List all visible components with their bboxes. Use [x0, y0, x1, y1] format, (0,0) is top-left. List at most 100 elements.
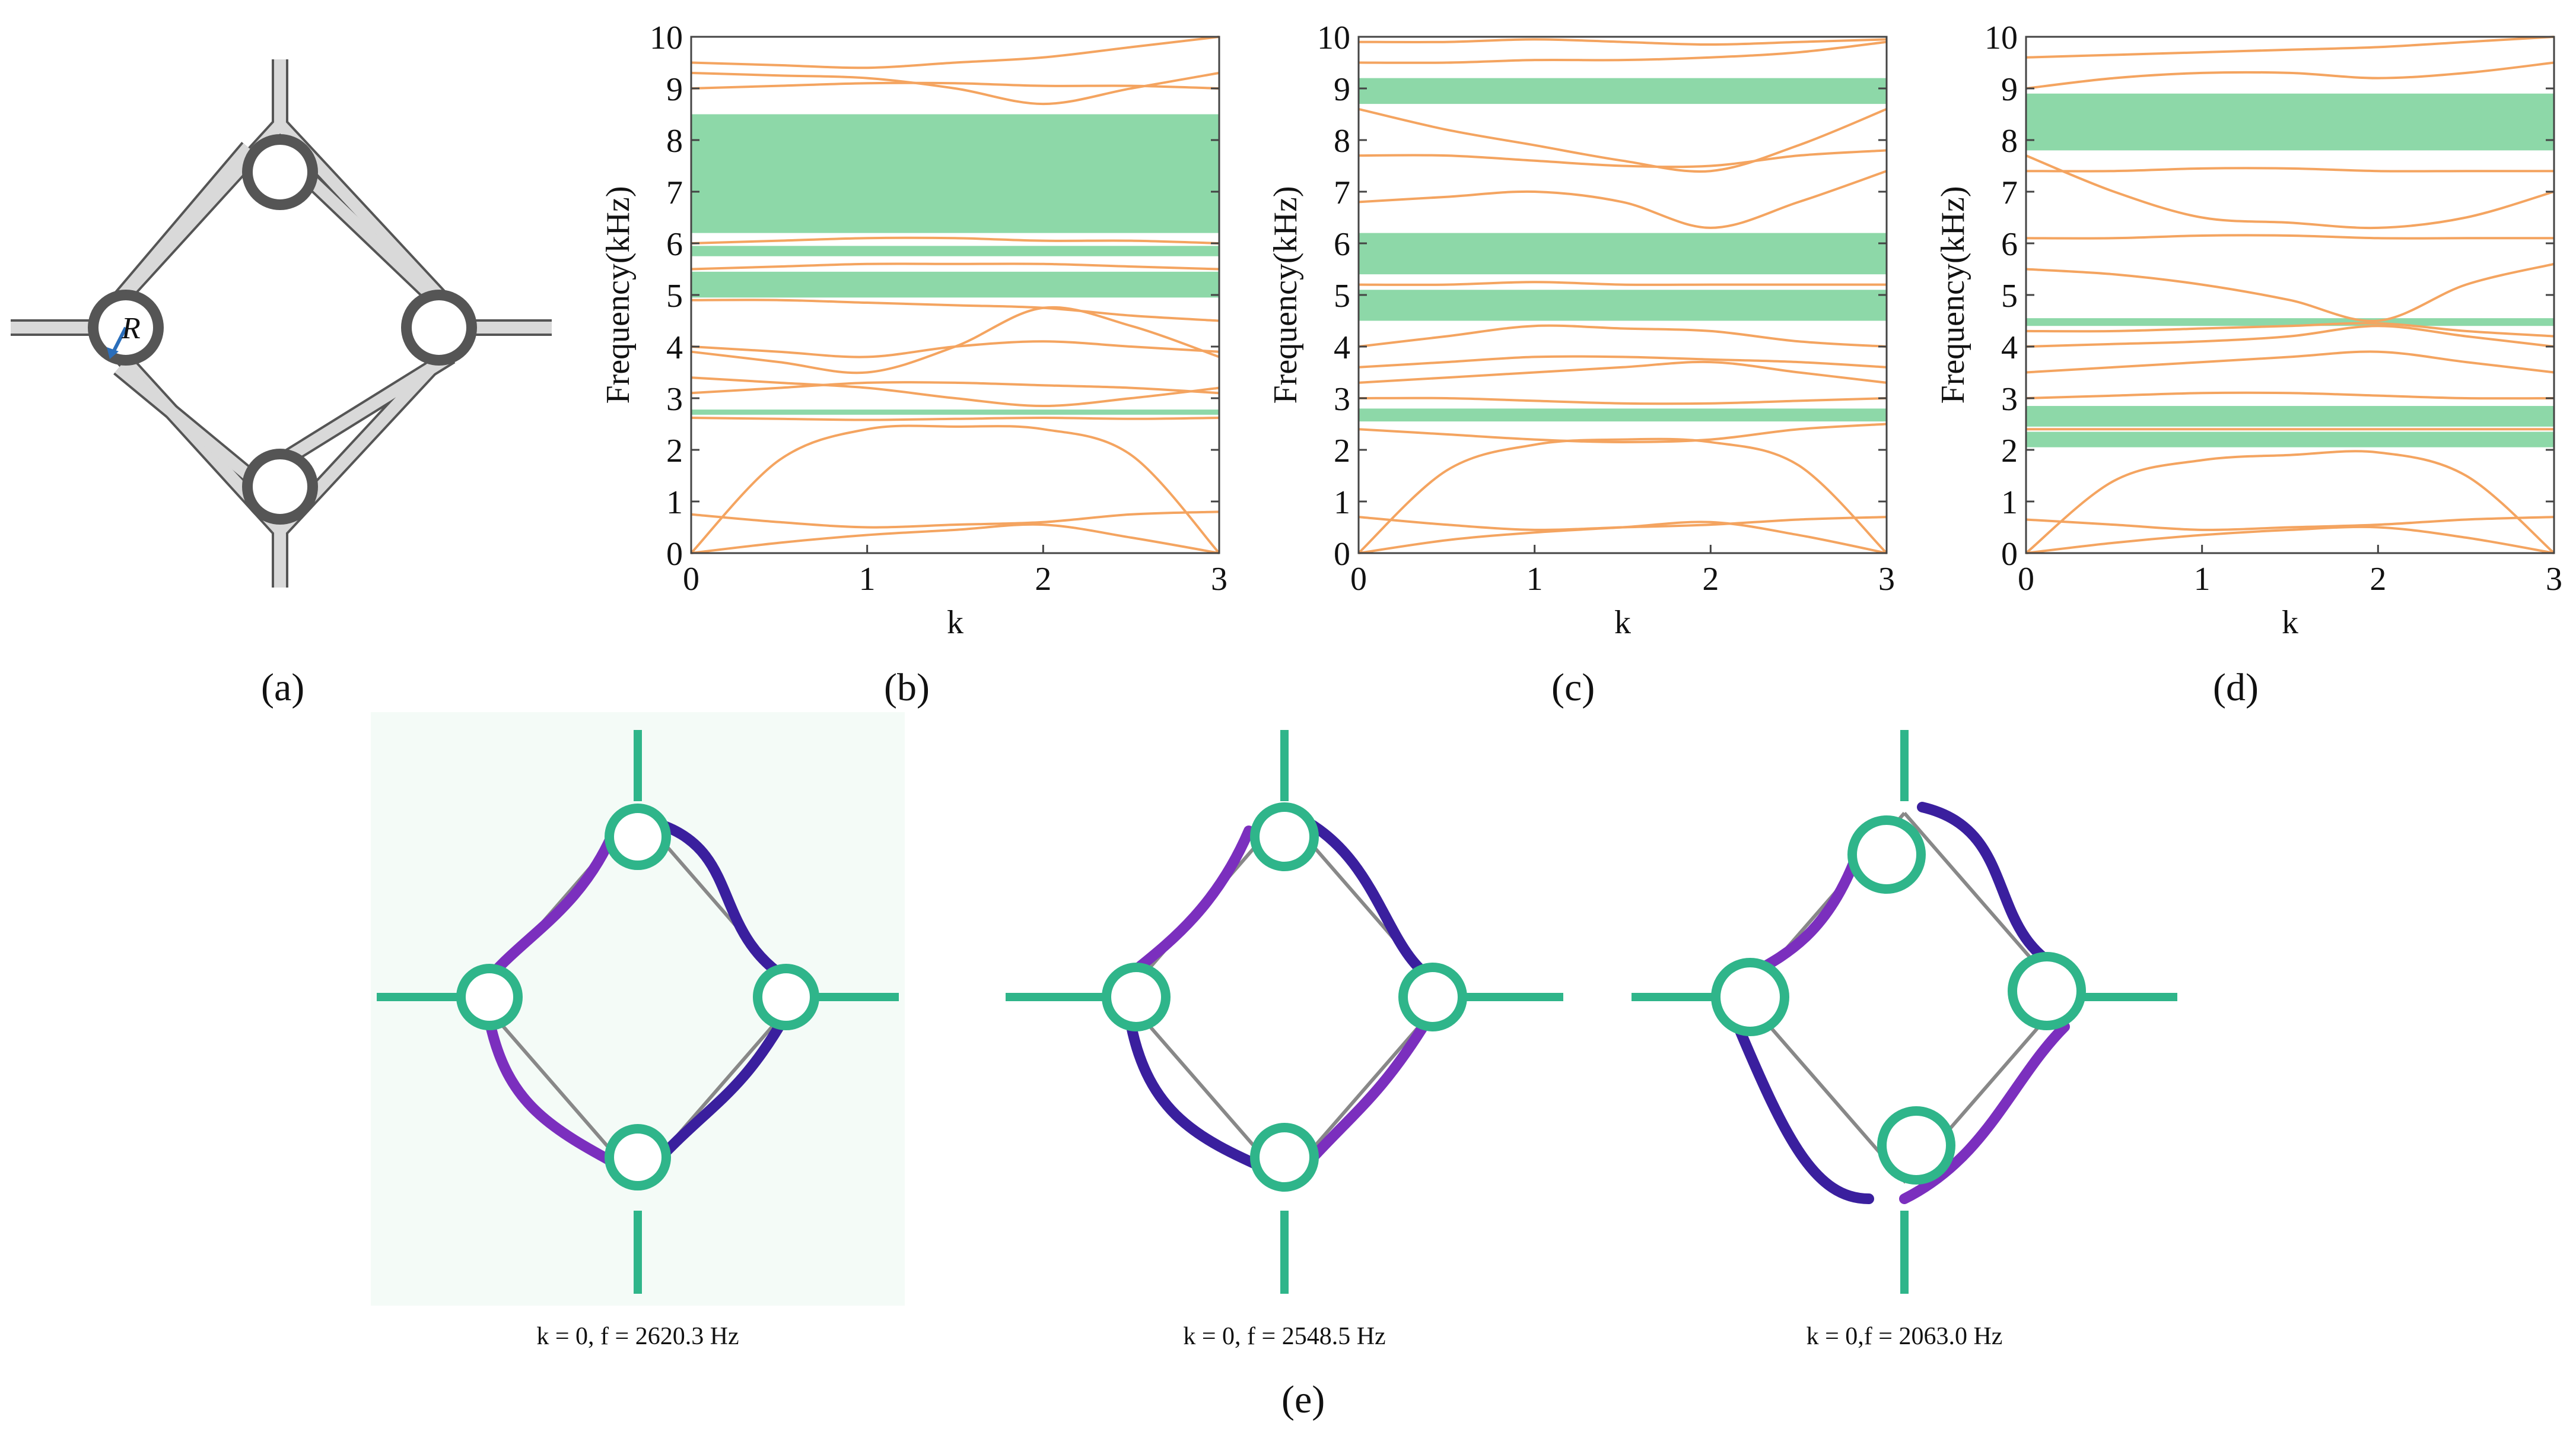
- chart-d-band-14: [2025, 36, 2555, 59]
- chart-c-band-6: [1358, 360, 1887, 384]
- mode-shape-1-stubs: [377, 730, 899, 1294]
- chart-d-ytick-label-8: 8: [2001, 123, 2018, 160]
- chart-d-band-6: [2025, 350, 2555, 374]
- chart-b-xtick-label-1: 1: [859, 561, 876, 598]
- resonator-circle-bottom: [242, 449, 318, 525]
- panel-label-e: (e): [1281, 1378, 1325, 1421]
- chart-d-band-2: [2025, 516, 2555, 531]
- chart-c-ytick-label-3: 3: [1334, 381, 1350, 418]
- chart-d-band-5: [2025, 391, 2555, 400]
- panel-label-a: (a): [261, 666, 304, 709]
- chart-d-xtick-label-2: 2: [2370, 561, 2386, 598]
- unit-cell-schematic: R: [11, 59, 552, 588]
- chart-b-ytick-label-7: 7: [666, 174, 683, 211]
- chart-d-band-13: [2025, 61, 2555, 90]
- chart-d-band-11: [2025, 154, 2555, 230]
- chart-c-ytick-label-0: 0: [1334, 536, 1350, 573]
- chart-c-band-gap-2: [1359, 290, 1887, 321]
- chart-d-xtick-label-0: 0: [2018, 561, 2034, 598]
- chart-c-ytick-label-7: 7: [1334, 174, 1350, 211]
- chart-c-band-4: [1358, 423, 1887, 443]
- chart-b-band-4: [691, 417, 1220, 421]
- chart-d-xtick-label-3: 3: [2546, 561, 2562, 598]
- chart-b-ytick-label-9: 9: [666, 71, 683, 108]
- chart-b-ytick-label-3: 3: [666, 381, 683, 418]
- chart-d-band-gap-4: [2026, 93, 2554, 151]
- band-chart-c: 0 1 2 3 4 5 6 7 8 9 10 0 1 2 3 k Frequency(kHz): [1267, 20, 1895, 641]
- chart-c-ytick-label-6: 6: [1334, 226, 1350, 263]
- chart-d-xlabel: k: [2282, 604, 2298, 641]
- chart-b-band-13: [691, 71, 1220, 106]
- chart-c-band-gap-3: [1359, 233, 1887, 275]
- chart-d-band-3: [2025, 450, 2555, 554]
- chart-b-xlabel: k: [947, 604, 963, 641]
- panel-label-c: (c): [1551, 666, 1595, 709]
- chart-d-ytick-label-3: 3: [2001, 381, 2018, 418]
- band-chart-d: 0 1 2 3 4 5 6 7 8 9 10 0 1 2 3 k Frequency(kHz): [1935, 20, 2562, 641]
- resonator-circle-top: [242, 134, 318, 210]
- chart-c-ylabel: Frequency(kHz): [1267, 186, 1304, 404]
- chart-b-band-gap-1: [691, 409, 1219, 415]
- chart-c-xtick-label-3: 3: [1878, 561, 1895, 598]
- chart-b-band-2: [691, 510, 1220, 529]
- chart-d-ytick-label-4: 4: [2001, 329, 2018, 366]
- chart-d-ytick-label-5: 5: [2001, 278, 2018, 315]
- radius-arrow-icon: [111, 326, 128, 354]
- chart-c-band-9: [1358, 281, 1887, 286]
- chart-c-band-5: [1358, 396, 1887, 405]
- mode-shape-2-resonators: [1102, 802, 1467, 1192]
- chart-d-xtick-label-1: 1: [2194, 561, 2211, 598]
- panel-label-d: (d): [2213, 666, 2259, 709]
- chart-c-band-12: [1358, 107, 1887, 173]
- chart-b-ytick-label-8: 8: [666, 123, 683, 160]
- chart-b-ytick-label-6: 6: [666, 226, 683, 263]
- chart-c-band-gap-4: [1359, 78, 1887, 104]
- chart-c-band-10: [1358, 170, 1887, 229]
- chart-c-band-8: [1358, 324, 1887, 348]
- chart-c-band-13: [1358, 40, 1887, 64]
- mode-shape-3: k = 0,f = 2063.0 Hz: [1632, 730, 2177, 1350]
- chart-b-band-1: [691, 523, 1220, 554]
- chart-d-ytick-label-10: 10: [1985, 20, 2018, 56]
- mode-shape-2-stubs: [1006, 730, 1563, 1294]
- chart-c-ytick-label-10: 10: [1317, 20, 1350, 56]
- chart-d-band-9: [2025, 262, 2555, 322]
- mode-shape-2: k = 0, f = 2548.5 Hz: [1006, 730, 1563, 1350]
- chart-b-band-5: [691, 381, 1220, 395]
- chart-c-xtick-label-1: 1: [1526, 561, 1543, 598]
- radius-arrowhead-icon: [107, 347, 119, 359]
- chart-d-ylabel: Frequency(kHz): [1935, 186, 1971, 404]
- chart-c-band-gap-1: [1359, 408, 1887, 422]
- mode-shape-1-caption: k = 0, f = 2620.3 Hz: [536, 1323, 739, 1350]
- mode-shape-2-caption: k = 0, f = 2548.5 Hz: [1183, 1323, 1385, 1350]
- chart-c-band-11: [1358, 149, 1887, 169]
- chart-c-band-7: [1358, 355, 1887, 369]
- chart-b-xtick-label-0: 0: [683, 561, 699, 598]
- chart-b-band-3: [690, 424, 1220, 554]
- chart-d-ytick-label-2: 2: [2001, 433, 2018, 469]
- chart-b-ytick-label-5: 5: [666, 278, 683, 315]
- chart-b-band-gap-2: [691, 271, 1219, 298]
- chart-b-band-8: [691, 340, 1220, 358]
- chart-b-ytick-label-2: 2: [666, 433, 683, 469]
- resonator-circle-right: [401, 290, 477, 366]
- mode-shape-3-stubs: [1632, 730, 2177, 1294]
- chart-d-band-7: [2025, 325, 2555, 348]
- mode-shape-3-resonators: [1711, 815, 2086, 1185]
- chart-d-band-gap-3: [2026, 318, 2554, 326]
- chart-d-ytick-label-9: 9: [2001, 71, 2018, 108]
- chart-c-band-2: [1358, 516, 1887, 531]
- chart-d-band-gap-2: [2026, 406, 2554, 427]
- chart-c-band-14: [1358, 38, 1887, 46]
- chart-d-band-8: [2025, 322, 2555, 338]
- chart-d-ytick-label-1: 1: [2001, 484, 2018, 521]
- chart-c-xtick-label-0: 0: [1350, 561, 1367, 598]
- chart-b-ytick-label-4: 4: [666, 329, 683, 366]
- chart-d-band-gap-1: [2026, 431, 2554, 447]
- chart-c-ytick-label-9: 9: [1334, 71, 1350, 108]
- chart-d-band-1: [2025, 525, 2555, 554]
- chart-b-band-14: [691, 36, 1220, 69]
- chart-c-ytick-label-5: 5: [1334, 278, 1350, 315]
- chart-d-ytick-label-6: 6: [2001, 226, 2018, 263]
